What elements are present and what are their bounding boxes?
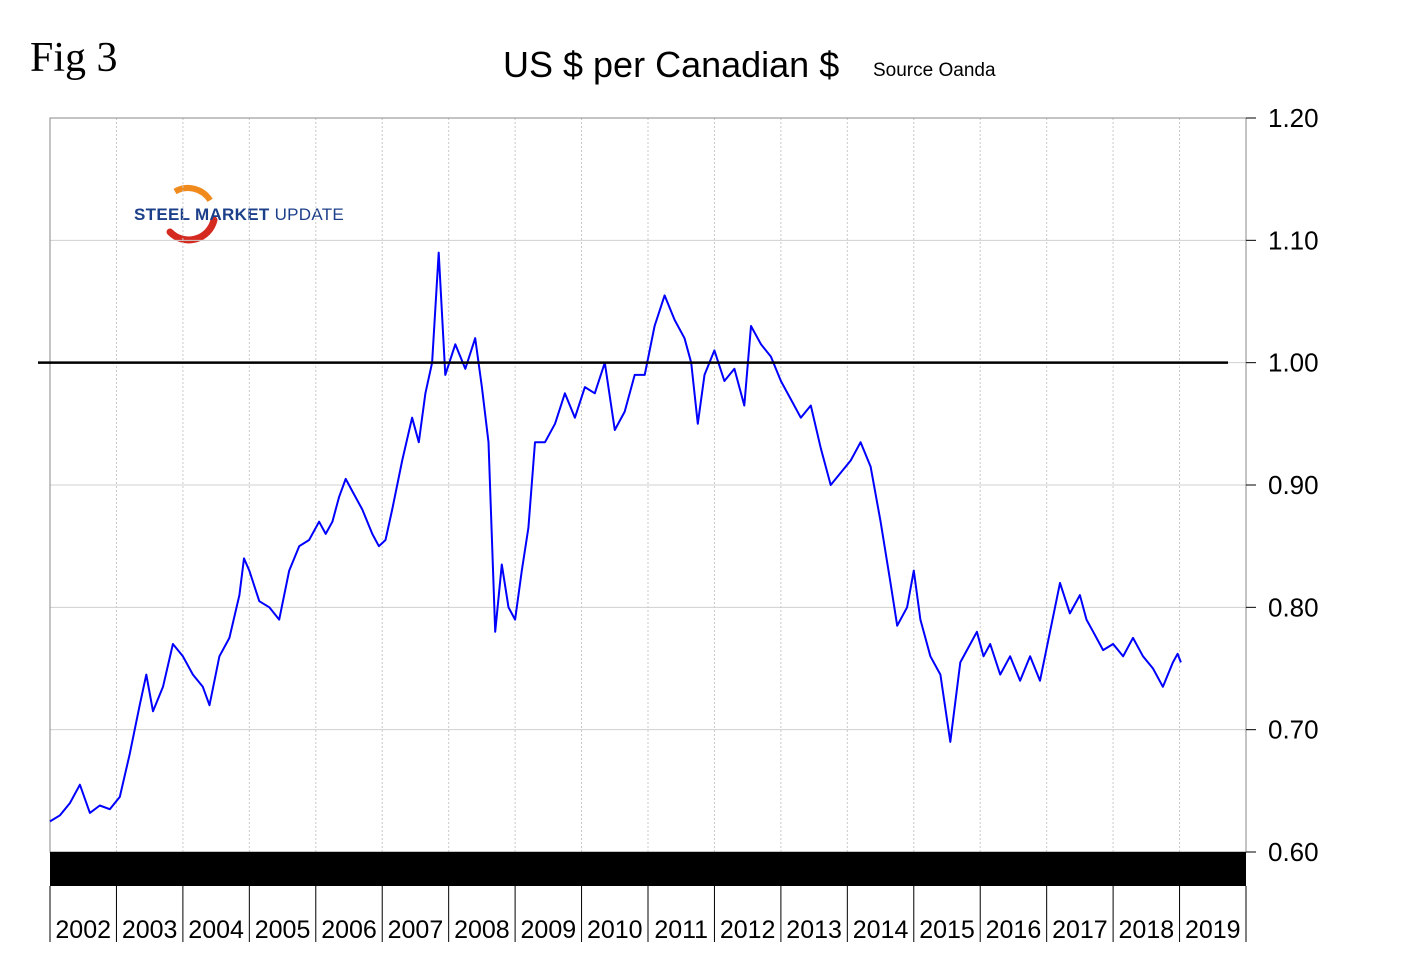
bottom-band (50, 852, 1246, 886)
figure-label: Fig 3 (30, 35, 118, 81)
logo-word-steel: STEEL (134, 205, 190, 224)
x-axis: 2002 2003 2004 2005 2006 2007 2008 2009 2010 2011… (49, 886, 1247, 944)
x-tick-label: 2018 (1119, 916, 1175, 944)
logo-word-update: UPDATE (274, 205, 345, 224)
y-tick-label: 0.90 (1268, 470, 1319, 500)
x-tick-label: 2009 (521, 916, 577, 944)
y-tick-label: 1.10 (1268, 225, 1319, 255)
x-tick-label: 2005 (255, 916, 311, 944)
grid-lines (50, 117, 1246, 853)
x-tick-label: 2015 (919, 916, 975, 944)
y-tick-label: 1.20 (1268, 103, 1319, 133)
x-tick-label: 2004 (188, 916, 244, 944)
x-tick-label: 2014 (853, 916, 909, 944)
x-tick-label: 2016 (986, 916, 1042, 944)
y-tick-label: 0.80 (1268, 592, 1319, 622)
x-tick-label: 2019 (1185, 916, 1241, 944)
chart-title: US $ per Canadian $ (503, 44, 840, 85)
x-tick-label: 2011 (654, 916, 708, 944)
x-tick-label: 2012 (720, 916, 776, 944)
y-axis: 1.20 1.10 1.00 0.90 0.80 0.70 0.60 (1246, 103, 1319, 867)
y-tick-label: 0.70 (1268, 715, 1319, 745)
x-tick-label: 2002 (55, 916, 111, 944)
series-layer (49, 251, 1182, 823)
y-tick-label: 0.60 (1268, 837, 1319, 867)
series-line (49, 251, 1182, 823)
x-tick-label: 2017 (1052, 916, 1108, 944)
x-tick-label: 2007 (388, 916, 444, 944)
chart-subtitle: Source Oanda (873, 60, 996, 81)
x-tick-label: 2003 (122, 916, 178, 944)
steel-market-update-logo-icon (159, 185, 218, 244)
y-tick-label: 1.00 (1268, 348, 1319, 378)
x-tick-label: 2006 (321, 916, 377, 944)
x-tick-label: 2013 (786, 916, 842, 944)
logo-word-market: MARKET (195, 205, 270, 224)
logo-text: STEEL MARKET UPDATE (134, 205, 344, 225)
x-tick-label: 2010 (587, 916, 643, 944)
x-tick-label: 2008 (454, 916, 510, 944)
